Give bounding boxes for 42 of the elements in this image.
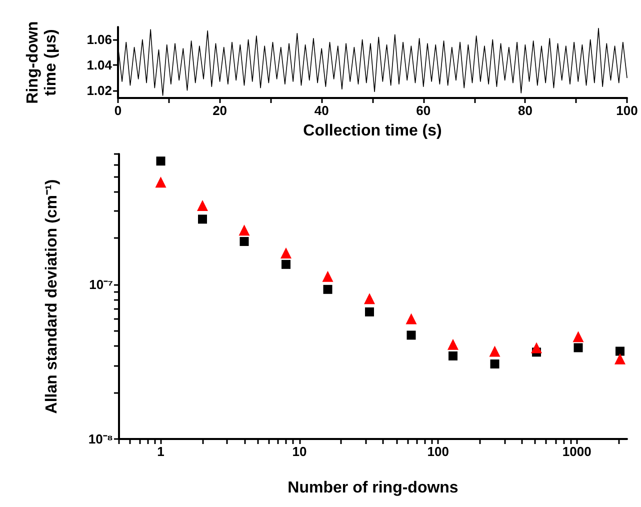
point — [364, 293, 376, 304]
point — [490, 359, 500, 368]
point — [280, 248, 292, 259]
point — [282, 260, 291, 269]
x-tick-label: 1000 — [562, 444, 592, 459]
point — [240, 236, 249, 246]
x-axis-title: Number of ring-downs — [288, 480, 458, 496]
x-tick-label: 20 — [212, 103, 228, 118]
y-tick-label: 1.04 — [86, 58, 113, 73]
point — [322, 270, 334, 282]
y-tick-label: 10⁻⁷ — [89, 277, 113, 292]
x-tick-label: 100 — [427, 444, 449, 459]
x-tick-label: 60 — [416, 103, 431, 118]
x-tick-label: 80 — [518, 103, 532, 118]
point — [574, 343, 583, 352]
point — [365, 307, 374, 316]
point — [197, 200, 208, 211]
x-axis-title: Collection time (s) — [303, 122, 442, 140]
point — [323, 284, 332, 294]
y-axis-title: Ring-down time (μs) — [24, 21, 60, 104]
point — [614, 353, 626, 364]
point — [198, 214, 207, 224]
point — [156, 156, 166, 166]
x-tick-label: 0 — [114, 103, 122, 118]
y-tick-label: 10⁻⁸ — [88, 432, 113, 446]
x-tick-label: 100 — [616, 103, 638, 118]
x-tick-label: 10 — [292, 444, 307, 459]
point — [406, 313, 417, 324]
y-axis-title: Allan standard deviation (cm⁻¹) — [44, 179, 60, 414]
point — [531, 342, 542, 354]
x-tick-label: 1 — [157, 444, 164, 459]
y-tick-label: 1.02 — [86, 82, 112, 98]
point — [616, 346, 625, 356]
point — [489, 346, 500, 357]
point — [572, 331, 584, 342]
point — [238, 224, 250, 236]
point — [448, 338, 459, 350]
point — [155, 176, 166, 188]
point — [406, 330, 416, 340]
x-tick-label: 40 — [314, 103, 329, 118]
y-tick-label: 1.06 — [86, 32, 112, 48]
point — [448, 351, 458, 360]
